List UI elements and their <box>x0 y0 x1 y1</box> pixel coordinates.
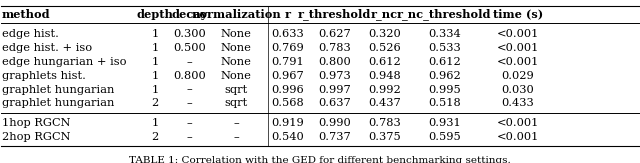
Text: 1hop RGCN: 1hop RGCN <box>2 118 70 128</box>
Text: depth: depth <box>137 9 173 20</box>
Text: 2: 2 <box>152 98 159 108</box>
Text: 0.320: 0.320 <box>368 30 401 39</box>
Text: sqrt: sqrt <box>225 98 248 108</box>
Text: None: None <box>221 71 252 81</box>
Text: –: – <box>234 118 239 128</box>
Text: –: – <box>234 132 239 142</box>
Text: r_threshold: r_threshold <box>298 8 371 20</box>
Text: None: None <box>221 43 252 53</box>
Text: 1: 1 <box>152 43 159 53</box>
Text: 0.962: 0.962 <box>428 71 461 81</box>
Text: None: None <box>221 30 252 39</box>
Text: 0.800: 0.800 <box>173 71 206 81</box>
Text: 2: 2 <box>152 132 159 142</box>
Text: 0.568: 0.568 <box>271 98 304 108</box>
Text: 0.995: 0.995 <box>428 85 461 95</box>
Text: 1: 1 <box>152 85 159 95</box>
Text: –: – <box>187 98 193 108</box>
Text: –: – <box>187 132 193 142</box>
Text: 1: 1 <box>152 57 159 67</box>
Text: 0.627: 0.627 <box>318 30 351 39</box>
Text: r: r <box>284 9 291 20</box>
Text: <0.001: <0.001 <box>497 118 539 128</box>
Text: 0.973: 0.973 <box>318 71 351 81</box>
Text: edge hist. + iso: edge hist. + iso <box>2 43 92 53</box>
Text: 0.612: 0.612 <box>428 57 461 67</box>
Text: edge hungarian + iso: edge hungarian + iso <box>2 57 127 67</box>
Text: 0.029: 0.029 <box>501 71 534 81</box>
Text: time (s): time (s) <box>493 9 543 20</box>
Text: 0.967: 0.967 <box>271 71 304 81</box>
Text: normalization: normalization <box>191 9 281 20</box>
Text: 0.030: 0.030 <box>501 85 534 95</box>
Text: –: – <box>187 85 193 95</box>
Text: 0.637: 0.637 <box>318 98 351 108</box>
Text: 0.540: 0.540 <box>271 132 304 142</box>
Text: graphlet hungarian: graphlet hungarian <box>2 98 115 108</box>
Text: 0.783: 0.783 <box>368 118 401 128</box>
Text: None: None <box>221 57 252 67</box>
Text: 0.800: 0.800 <box>318 57 351 67</box>
Text: edge hist.: edge hist. <box>2 30 59 39</box>
Text: 0.919: 0.919 <box>271 118 304 128</box>
Text: 0.996: 0.996 <box>271 85 304 95</box>
Text: 0.433: 0.433 <box>501 98 534 108</box>
Text: <0.001: <0.001 <box>497 43 539 53</box>
Text: 0.783: 0.783 <box>318 43 351 53</box>
Text: 0.437: 0.437 <box>368 98 401 108</box>
Text: 0.948: 0.948 <box>368 71 401 81</box>
Text: 0.992: 0.992 <box>368 85 401 95</box>
Text: 0.300: 0.300 <box>173 30 206 39</box>
Text: <0.001: <0.001 <box>497 57 539 67</box>
Text: graphlet hungarian: graphlet hungarian <box>2 85 115 95</box>
Text: 1: 1 <box>152 118 159 128</box>
Text: <0.001: <0.001 <box>497 30 539 39</box>
Text: –: – <box>187 57 193 67</box>
Text: 0.595: 0.595 <box>428 132 461 142</box>
Text: TABLE 1: Correlation with the GED for different benchmarking settings.: TABLE 1: Correlation with the GED for di… <box>129 156 511 163</box>
Text: method: method <box>2 9 51 20</box>
Text: 2hop RGCN: 2hop RGCN <box>2 132 70 142</box>
Text: r_nc: r_nc <box>371 9 398 20</box>
Text: 0.633: 0.633 <box>271 30 304 39</box>
Text: 0.612: 0.612 <box>368 57 401 67</box>
Text: 1: 1 <box>152 30 159 39</box>
Text: 0.931: 0.931 <box>428 118 461 128</box>
Text: 0.737: 0.737 <box>318 132 351 142</box>
Text: 0.518: 0.518 <box>428 98 461 108</box>
Text: 0.375: 0.375 <box>368 132 401 142</box>
Text: graphlets hist.: graphlets hist. <box>2 71 86 81</box>
Text: 0.526: 0.526 <box>368 43 401 53</box>
Text: 0.791: 0.791 <box>271 57 304 67</box>
Text: sqrt: sqrt <box>225 85 248 95</box>
Text: <0.001: <0.001 <box>497 132 539 142</box>
Text: –: – <box>187 118 193 128</box>
Text: 0.990: 0.990 <box>318 118 351 128</box>
Text: 0.769: 0.769 <box>271 43 304 53</box>
Text: 0.334: 0.334 <box>428 30 461 39</box>
Text: 0.997: 0.997 <box>318 85 351 95</box>
Text: 0.500: 0.500 <box>173 43 206 53</box>
Text: decay: decay <box>172 9 208 20</box>
Text: 0.533: 0.533 <box>428 43 461 53</box>
Text: 1: 1 <box>152 71 159 81</box>
Text: r_nc_threshold: r_nc_threshold <box>397 8 492 20</box>
